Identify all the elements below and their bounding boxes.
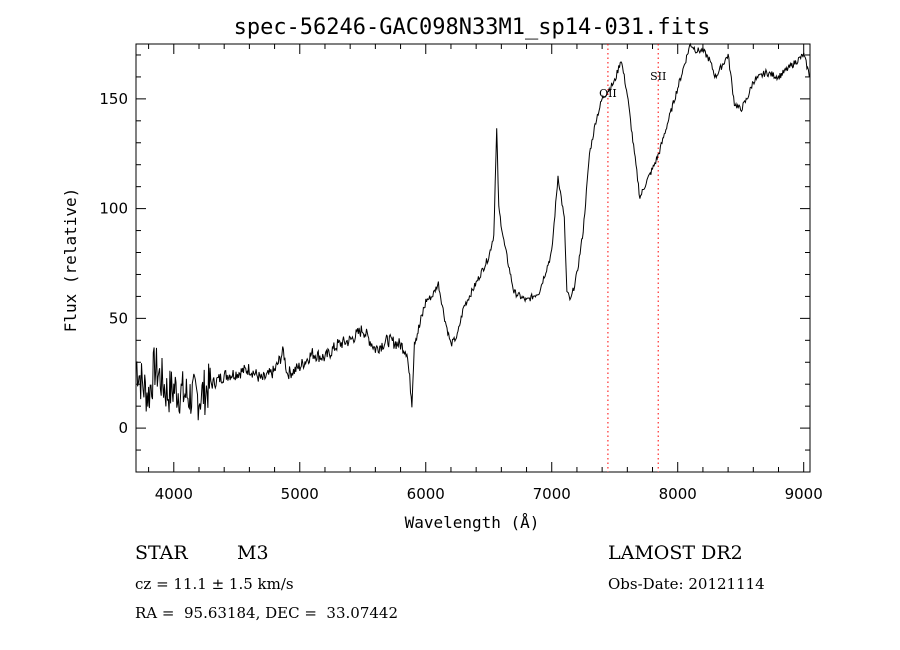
marker-label: OII — [599, 87, 617, 100]
y-tick-label: 0 — [118, 419, 128, 437]
x-tick-label: 8000 — [659, 485, 697, 503]
x-tick-label: 6000 — [407, 485, 445, 503]
redshift-text: cz = 11.1 ± 1.5 km/s — [135, 575, 294, 593]
y-tick-label: 100 — [99, 200, 128, 218]
object-class: STAR — [135, 542, 188, 564]
x-axis-label: Wavelength (Å) — [405, 513, 540, 532]
plot-frame — [135, 43, 811, 473]
line-markers: OII SII — [599, 44, 666, 472]
x-tick-label: 4000 — [155, 485, 193, 503]
obs-date-text: Obs-Date: 20121114 — [608, 575, 765, 593]
plot-axes: 4000 5000 6000 7000 8000 9000 0 50 100 150 — [99, 43, 823, 503]
spectrum-line — [135, 42, 811, 421]
chart-title: spec-56246-GAC098N33M1_sp14-031.fits — [234, 15, 711, 40]
object-subclass: M3 — [237, 542, 269, 564]
coordinates-text: RA = 95.63184, DEC = 33.07442 — [135, 604, 399, 622]
x-tick-label: 7000 — [533, 485, 571, 503]
y-tick-label: 150 — [99, 90, 128, 108]
x-tick-label: 5000 — [281, 485, 319, 503]
y-axis-label: Flux (relative) — [61, 188, 80, 333]
y-tick-label: 50 — [109, 309, 128, 327]
x-tick-label: 9000 — [785, 485, 823, 503]
survey-name: LAMOST DR2 — [608, 542, 743, 564]
marker-label: SII — [650, 70, 666, 83]
